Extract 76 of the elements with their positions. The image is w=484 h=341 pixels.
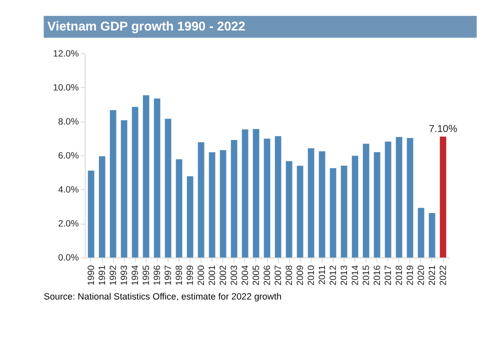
x-tick-label: 2005 bbox=[250, 265, 261, 286]
bar bbox=[274, 136, 282, 258]
x-tick-label: 2015 bbox=[360, 265, 371, 286]
x-tick-label: 2003 bbox=[228, 265, 239, 286]
x-tick-label: 2022 bbox=[438, 265, 448, 286]
x-tick-label: 2011 bbox=[316, 265, 327, 285]
bar bbox=[340, 166, 348, 258]
source-note: Source: National Statistics Office, estimate for 2022 growth bbox=[44, 292, 282, 302]
x-tick-label: 1997 bbox=[162, 265, 173, 286]
x-tick-label: 2017 bbox=[382, 265, 393, 286]
x-tick-label: 2018 bbox=[394, 265, 404, 286]
x-tick-label: 2004 bbox=[240, 265, 250, 286]
bar bbox=[120, 120, 128, 258]
x-tick-label: 1992 bbox=[108, 265, 118, 286]
bar bbox=[110, 110, 116, 258]
bar bbox=[252, 128, 260, 258]
bar bbox=[132, 106, 138, 258]
x-tick-label: 2013 bbox=[338, 265, 349, 286]
bar bbox=[418, 208, 424, 258]
x-tick-label: 1990 bbox=[86, 265, 96, 286]
bar bbox=[330, 168, 336, 258]
y-tick-label: 10.0% bbox=[53, 82, 79, 92]
x-tick-label: 2006 bbox=[262, 265, 272, 286]
bar bbox=[198, 142, 204, 258]
y-tick-label: 8.0% bbox=[58, 116, 79, 127]
bar bbox=[98, 156, 106, 258]
x-tick-label: 1995 bbox=[140, 265, 151, 286]
bar bbox=[296, 166, 304, 258]
y-tick-label: 0.0% bbox=[58, 252, 79, 263]
x-tick-label: 2010 bbox=[306, 265, 316, 286]
x-tick-label: 1994 bbox=[130, 265, 140, 286]
x-tick-label: 2002 bbox=[218, 265, 228, 286]
bar bbox=[352, 156, 358, 258]
x-tick-label: 2016 bbox=[372, 265, 382, 286]
y-tick-label: 12.0% bbox=[53, 48, 79, 58]
x-tick-label: 2021 bbox=[426, 265, 437, 286]
bar bbox=[230, 140, 238, 258]
y-tick-label: 6.0% bbox=[58, 150, 79, 161]
x-tick-label: 2019 bbox=[404, 265, 415, 286]
bar bbox=[286, 161, 292, 258]
x-tick-label: 2007 bbox=[272, 265, 283, 286]
bar bbox=[220, 150, 226, 258]
bar bbox=[208, 152, 216, 258]
x-tick-label: 2001 bbox=[206, 265, 217, 286]
bar bbox=[164, 118, 172, 258]
x-tick-label: 2009 bbox=[294, 265, 305, 286]
x-tick-label: 1991 bbox=[96, 265, 107, 286]
y-tick-label: 4.0% bbox=[58, 184, 79, 195]
bar bbox=[142, 95, 150, 258]
x-tick-label: 1999 bbox=[184, 265, 195, 286]
y-tick-label: 2.0% bbox=[58, 218, 79, 229]
x-tick-label: 2020 bbox=[416, 265, 426, 286]
x-tick-label: 2014 bbox=[350, 265, 360, 286]
bar bbox=[396, 136, 402, 258]
data-label: 7.10% bbox=[428, 124, 458, 136]
bar bbox=[154, 98, 160, 258]
x-tick-label: 1998 bbox=[174, 265, 184, 286]
chart-title: Vietnam GDP growth 1990 - 2022 bbox=[47, 18, 246, 34]
bar bbox=[428, 213, 436, 258]
bar bbox=[362, 144, 370, 258]
x-tick-label: 2008 bbox=[284, 265, 294, 286]
bar bbox=[186, 176, 194, 258]
x-tick-label: 1996 bbox=[152, 265, 162, 286]
bar bbox=[308, 148, 314, 258]
bar bbox=[242, 129, 248, 258]
x-tick-label: 2012 bbox=[328, 265, 338, 286]
bar bbox=[88, 170, 94, 258]
x-tick-label: 1993 bbox=[118, 265, 129, 286]
bar bbox=[176, 159, 182, 258]
bar bbox=[374, 152, 380, 258]
bar bbox=[384, 142, 392, 258]
bar bbox=[440, 136, 446, 258]
bar bbox=[318, 151, 326, 258]
x-tick-label: 2000 bbox=[196, 265, 206, 286]
bar bbox=[406, 138, 414, 258]
bar bbox=[264, 138, 270, 258]
